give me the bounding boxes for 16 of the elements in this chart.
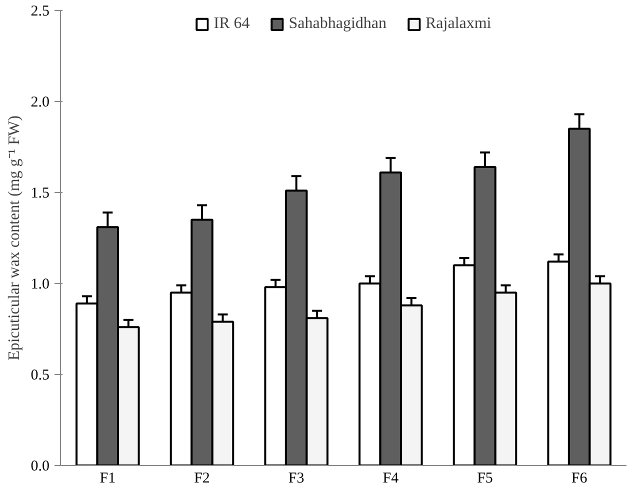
y-axis-title: Epicuticular wax content (mg g⁻¹ FW) <box>6 116 23 360</box>
y-tick-label: 2.5 <box>30 4 50 20</box>
y-tick-label: 0.0 <box>30 458 50 474</box>
x-tick-label: F2 <box>194 470 210 486</box>
x-tick-label: F1 <box>100 470 116 486</box>
x-tick-label: F4 <box>382 470 400 486</box>
legend-label: Rajalaxmi <box>425 15 492 33</box>
y-tick-label: 0.5 <box>30 368 50 384</box>
x-tick-label: F6 <box>571 470 588 486</box>
y-tick-label: 2.0 <box>30 94 50 110</box>
x-tick-label: F3 <box>288 470 304 486</box>
legend-label: IR 64 <box>214 15 250 33</box>
legend-label: Sahabhagidhan <box>288 15 386 33</box>
y-tick-label: 1.0 <box>30 276 50 292</box>
y-tick-label: 1.5 <box>30 186 50 202</box>
x-tick-label: F5 <box>477 470 493 486</box>
